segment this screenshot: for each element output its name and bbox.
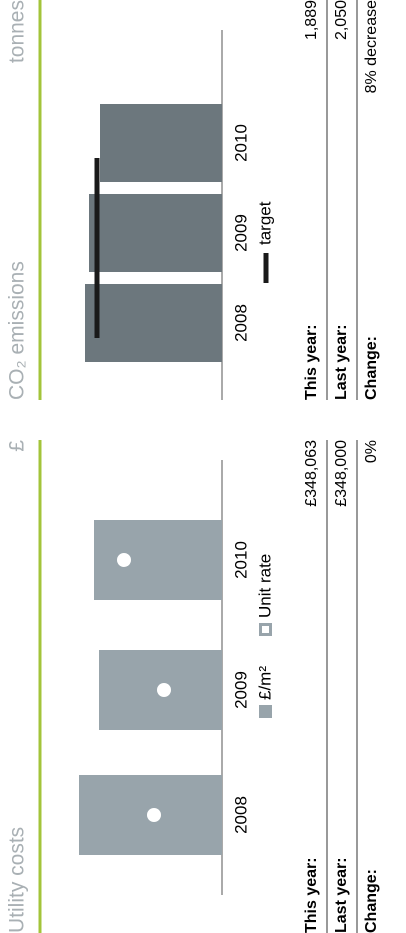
bar [89,194,222,272]
x-tick-label: 2009 [231,214,250,252]
legend-swatch [259,705,272,718]
summary-value: 0% [363,440,380,463]
unit-label: tonnes [6,0,29,63]
summary-label: Last year: [333,857,350,933]
summary-label: Last year: [333,324,350,400]
summary-value: 1,889 [303,0,320,40]
unit-label: £ [6,440,29,452]
summary-value: 2,050 [333,0,350,40]
summary-label: Change: [363,869,380,933]
x-tick-label: 2009 [231,671,250,709]
panel-title: CO₂ emissions [6,261,29,400]
x-tick-label: 2008 [231,796,250,834]
bar [94,520,222,600]
panel-title: Utility costs [6,827,29,933]
legend-label: target [255,201,274,245]
bar [100,104,222,182]
x-tick-label: 2010 [231,541,250,579]
summary-label: Change: [363,336,380,400]
summary-value: 8% decrease [363,0,380,93]
x-tick-label: 2008 [231,304,250,342]
summary-label: This year: [303,324,320,400]
summary-value: £348,000 [333,440,350,507]
unit-rate-dot [117,553,131,567]
unit-rate-dot [157,683,171,697]
legend-label: Unit rate [255,554,274,618]
x-tick-label: 2010 [231,124,250,162]
unit-rate-dot [147,808,161,822]
legend-swatch-inner [262,626,269,633]
legend-label: £/m² [255,666,274,700]
bar [85,284,222,362]
summary-value: £348,063 [303,440,320,507]
summary-label: This year: [303,857,320,933]
